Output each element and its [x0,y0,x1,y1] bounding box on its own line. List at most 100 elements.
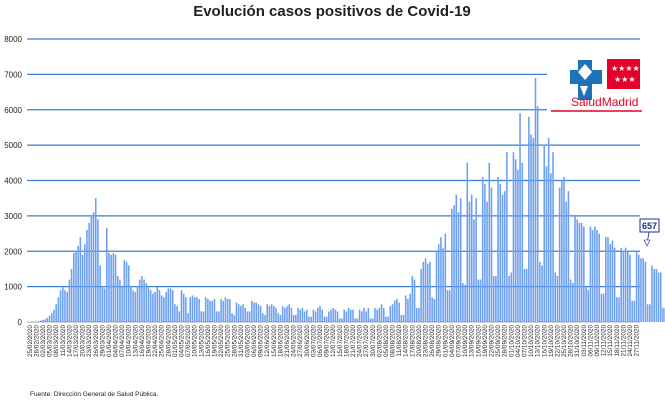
bar [156,286,159,323]
bar [55,304,57,322]
bar [600,293,603,322]
bar [389,306,392,322]
x-tick-label: 26/03/2020 [93,325,100,357]
bar [226,299,229,322]
bar [481,176,484,322]
x-tick-label: 06/07/2020 [317,325,324,357]
x-tick-label: 04/09/2020 [449,325,456,357]
bar [189,297,192,322]
bar [75,251,77,322]
bar [220,299,222,322]
callout-arrowhead [643,239,651,247]
bar [136,286,139,323]
bar [613,247,616,322]
x-tick-label: 25/10/2020 [561,325,568,357]
bar [185,297,187,322]
x-tick-label: 20/08/2020 [416,325,423,357]
bar [424,258,427,322]
y-tick-label: 7000 [4,70,22,79]
bar [158,290,161,322]
x-tick-label: 22/10/2020 [554,325,561,357]
bar [292,314,295,322]
bar [169,288,172,322]
bar [207,299,209,322]
bar [176,306,178,322]
x-tick-label: 14/03/2020 [66,325,73,357]
x-tick-label: 30/06/2020 [304,325,311,357]
bar [334,309,337,322]
bar [594,226,596,322]
x-tick-label: 05/03/2020 [47,325,54,357]
bar [602,293,605,322]
bar [290,307,293,322]
bar [68,279,71,322]
x-tick-label: 25/02/2020 [27,325,34,357]
x-tick-label: 07/04/2020 [119,325,126,357]
bar [288,304,291,322]
bar [112,253,115,322]
bar [618,297,620,322]
bar [367,307,370,322]
bar [583,226,585,322]
y-tick-label: 0 [18,318,23,327]
y-tick-label: 4000 [4,177,22,186]
bar [354,318,356,322]
bar [585,286,587,323]
bar [523,268,526,322]
bar [259,306,262,322]
y-axis-ticks: 0 1000 2000 3000 4000 5000 6000 7000 8000 [4,35,22,327]
bar [431,297,433,322]
x-tick-label: 28/09/2020 [502,325,509,357]
bar [589,226,592,322]
bar [240,306,242,322]
bar [433,299,436,322]
bar [123,260,126,322]
bar [633,300,636,322]
bar [607,237,609,322]
x-tick-label: 16/05/2020 [205,325,212,357]
bar [413,279,416,322]
bar [303,311,306,322]
bar [154,291,156,322]
x-tick-label: 19/05/2020 [211,325,218,357]
bar [455,194,458,322]
bar [624,247,627,322]
bar [116,276,119,322]
bar [501,194,504,322]
bar [105,228,108,322]
bar [503,191,506,322]
bar [39,320,42,322]
last-value-callout: 657 [639,218,660,247]
x-tick-label: 27/07/2020 [363,325,370,357]
bar [565,201,568,322]
bar [310,316,312,322]
x-tick-label: 18/11/2020 [614,325,621,357]
bar [222,300,225,322]
bar [319,306,321,322]
x-tick-label: 29/08/2020 [436,325,443,357]
x-tick-label: 21/07/2020 [350,325,357,357]
bar [306,309,308,322]
bar [191,295,194,322]
bar [64,290,66,322]
x-tick-label: 24/07/2020 [357,325,364,357]
bar [534,77,537,322]
bar [490,187,493,322]
bar [286,306,288,322]
y-tick-label: 2000 [4,247,22,256]
bar [187,313,189,322]
bar [341,318,343,322]
bar [253,302,255,322]
bar [233,314,236,322]
bar [387,316,389,322]
bar [492,276,495,322]
bar [400,314,403,322]
stars-flag-icon: ★★★★ ★★★ [607,59,640,89]
bar [204,297,207,322]
bar [561,180,563,322]
x-tick-label: 02/03/2020 [40,325,47,357]
bar [358,309,361,322]
bar [244,307,247,322]
bar [273,306,275,322]
